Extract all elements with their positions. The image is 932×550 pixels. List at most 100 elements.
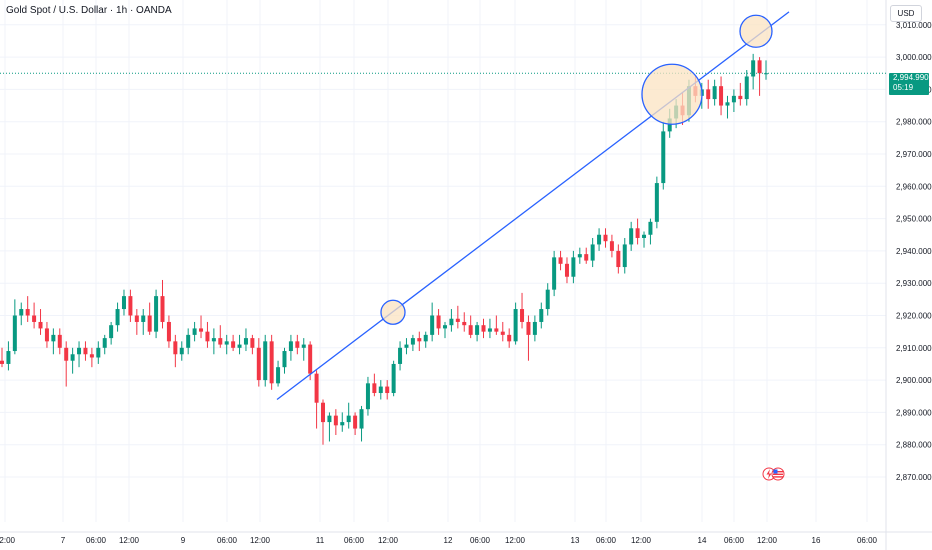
candle-body xyxy=(115,309,120,326)
candle-down xyxy=(83,341,88,361)
candle-down xyxy=(32,302,37,329)
drawings[interactable] xyxy=(0,11,886,400)
candle-body xyxy=(38,321,43,329)
symbol-title[interactable]: Gold Spot / U.S. Dollar · 1h · OANDA xyxy=(6,5,172,16)
economic-events[interactable] xyxy=(762,467,786,481)
highlight-circle xyxy=(739,14,773,48)
candle-body xyxy=(577,254,582,258)
us-flag-icon[interactable] xyxy=(771,467,785,481)
candle-down xyxy=(603,228,608,248)
candle-body xyxy=(410,338,415,345)
candle-up xyxy=(731,89,736,113)
candle-down xyxy=(462,312,467,332)
candle-body xyxy=(83,347,88,355)
candle-down xyxy=(128,289,133,322)
candle-up xyxy=(19,302,24,326)
x-tick-label: 12:00 xyxy=(250,536,271,545)
candle-body xyxy=(224,341,229,345)
candle-body xyxy=(513,309,518,342)
candle-body xyxy=(468,325,473,335)
y-tick-label: 2,950.000 xyxy=(896,215,932,224)
candle-down xyxy=(507,328,512,348)
x-tick-label: 7 xyxy=(61,536,66,545)
candle-body xyxy=(256,347,261,381)
candle-body xyxy=(584,254,589,261)
candle-up xyxy=(141,309,146,335)
candle-down xyxy=(385,380,390,400)
candle-up xyxy=(513,302,518,345)
candle-up xyxy=(224,334,229,355)
candle-body xyxy=(481,325,486,332)
candle-body xyxy=(314,373,319,403)
candle-body xyxy=(532,321,537,335)
candle-body xyxy=(545,289,550,310)
candle-up xyxy=(654,176,659,229)
candle-body xyxy=(243,338,248,345)
y-tick-label: 2,940.000 xyxy=(896,247,932,256)
candle-body xyxy=(558,257,563,264)
last-price-tag: 2,994.990 05:19 xyxy=(889,73,929,95)
candle-body xyxy=(719,86,724,106)
bar-countdown: 05:19 xyxy=(893,83,914,92)
x-tick-label: 12 xyxy=(444,536,453,545)
candle-down xyxy=(57,328,62,355)
highlight-circle xyxy=(380,299,406,325)
y-tick-label: 2,910.000 xyxy=(896,344,932,353)
x-tick-label: 06:00 xyxy=(470,536,491,545)
candle-body xyxy=(89,354,94,358)
candle-down xyxy=(173,334,178,368)
x-tick-label: 12:00 xyxy=(119,536,140,545)
candle-down xyxy=(231,334,236,352)
candle-body xyxy=(186,334,191,348)
x-tick-label: 06:00 xyxy=(217,536,238,545)
candle-up xyxy=(77,341,82,368)
candle-body xyxy=(211,338,216,342)
candle-body xyxy=(6,351,11,364)
candle-up xyxy=(211,328,216,355)
candle-down xyxy=(372,373,377,397)
candle-up xyxy=(430,302,435,342)
candle-down xyxy=(417,331,422,352)
candle-body xyxy=(57,334,62,348)
candle-body xyxy=(308,344,313,374)
candle-up xyxy=(398,341,403,371)
candle-body xyxy=(218,338,223,345)
currency-button[interactable]: USD xyxy=(890,5,922,22)
candle-up xyxy=(121,289,126,316)
candle-down xyxy=(468,315,473,339)
x-tick-label: 06:00 xyxy=(724,536,745,545)
candle-body xyxy=(359,409,364,429)
candle-down xyxy=(719,76,724,116)
candle-up xyxy=(109,321,114,345)
candle-body xyxy=(712,86,717,100)
candle-down xyxy=(134,309,139,335)
candle-body xyxy=(552,257,557,290)
candle-body xyxy=(571,257,576,277)
candle-body xyxy=(391,363,396,394)
candle-body xyxy=(616,250,621,268)
candle-body xyxy=(442,325,447,329)
candle-body xyxy=(340,422,345,426)
y-tick-label: 2,930.000 xyxy=(896,279,932,288)
candle-down xyxy=(160,279,165,329)
candle-up xyxy=(539,302,544,329)
candle-up xyxy=(12,299,17,355)
x-tick-label: 06:00 xyxy=(86,536,107,545)
y-tick-label: 2,960.000 xyxy=(896,182,932,191)
candle-up xyxy=(340,412,345,432)
grid-lines xyxy=(0,0,886,522)
candle-up xyxy=(487,318,492,339)
candle-body xyxy=(430,315,435,335)
candle-up xyxy=(475,321,480,342)
candle-up xyxy=(391,360,396,397)
x-tick-label: 9 xyxy=(181,536,186,545)
candle-body xyxy=(269,341,274,384)
candle-up xyxy=(622,237,627,274)
candle-body xyxy=(648,221,653,235)
x-tick-label: 12:00 xyxy=(0,536,16,545)
x-tick-label: 06:00 xyxy=(857,536,878,545)
candle-body xyxy=(365,383,370,410)
candle-body xyxy=(32,315,37,322)
candle-down xyxy=(333,409,338,436)
